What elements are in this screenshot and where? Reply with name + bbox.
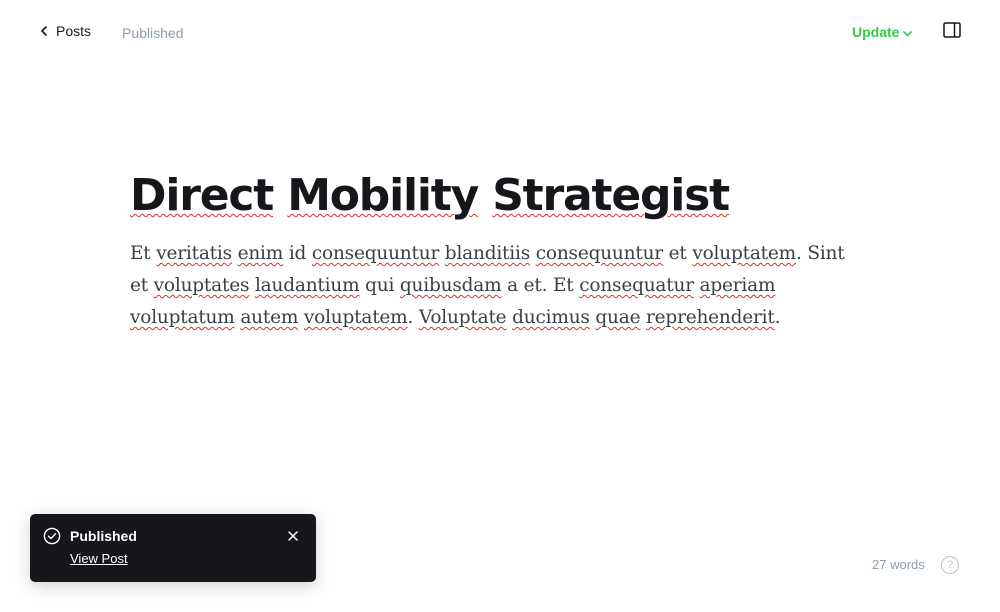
settings-sidebar-toggle[interactable] [943, 20, 963, 40]
chevron-down-icon [903, 28, 913, 37]
body-word: voluptatem [692, 243, 796, 264]
body-word: laudantium [254, 275, 360, 296]
back-to-posts-link[interactable]: Posts [40, 23, 91, 39]
body-word: voluptatum [130, 307, 235, 328]
body-word: ducimus [512, 307, 590, 328]
chevron-left-icon [40, 26, 48, 36]
body-word: voluptates [153, 275, 250, 296]
body-word: Et [130, 243, 151, 264]
title-word: Direct [130, 170, 274, 221]
body-word: consequuntur [311, 243, 440, 264]
toast-title: Published [70, 528, 137, 544]
body-word: blanditiis [444, 243, 531, 264]
body-word: veritatis [156, 243, 232, 264]
check-circle-icon [43, 527, 61, 545]
body-word: quae [595, 307, 641, 328]
post-title[interactable]: Direct Mobility Strategist [130, 166, 860, 226]
help-icon[interactable]: ? [941, 556, 959, 574]
title-word: Strategist [492, 170, 730, 221]
body-word: quibusdam [399, 275, 502, 296]
body-word: autem [240, 307, 299, 328]
body-word: enim [237, 243, 284, 264]
sidebar-panel-icon [943, 22, 963, 38]
close-icon[interactable] [287, 529, 301, 543]
body-word: voluptatem [303, 307, 408, 328]
title-word: Mobility [287, 170, 479, 221]
body-word: id [288, 243, 307, 264]
back-link-label: Posts [56, 23, 92, 39]
body-word: . Sint et [130, 243, 845, 296]
body-word: qui [365, 275, 395, 296]
word-count: 27 words [872, 557, 925, 572]
body-word: a et. Et [507, 275, 574, 296]
body-word: Voluptate [418, 307, 507, 328]
update-button[interactable]: Update [852, 24, 913, 40]
update-button-label: Update [852, 24, 900, 40]
published-toast: Published View Post [30, 514, 316, 582]
body-word: aperiam [699, 275, 776, 296]
post-status: Published [122, 25, 184, 41]
view-post-link[interactable]: View Post [70, 551, 128, 566]
post-editor: Direct Mobility Strategist Et veritatis … [130, 166, 860, 334]
body-word: consequuntur [535, 243, 663, 264]
body-word: consequatur [579, 275, 694, 296]
body-word: . [774, 307, 781, 328]
body-word: . [407, 307, 414, 328]
editor-header: Posts Published Update [0, 0, 1000, 66]
post-body[interactable]: Et veritatis enim id consequuntur blandi… [130, 238, 860, 334]
body-word: reprehenderit [646, 307, 775, 328]
body-word: et [668, 243, 687, 264]
